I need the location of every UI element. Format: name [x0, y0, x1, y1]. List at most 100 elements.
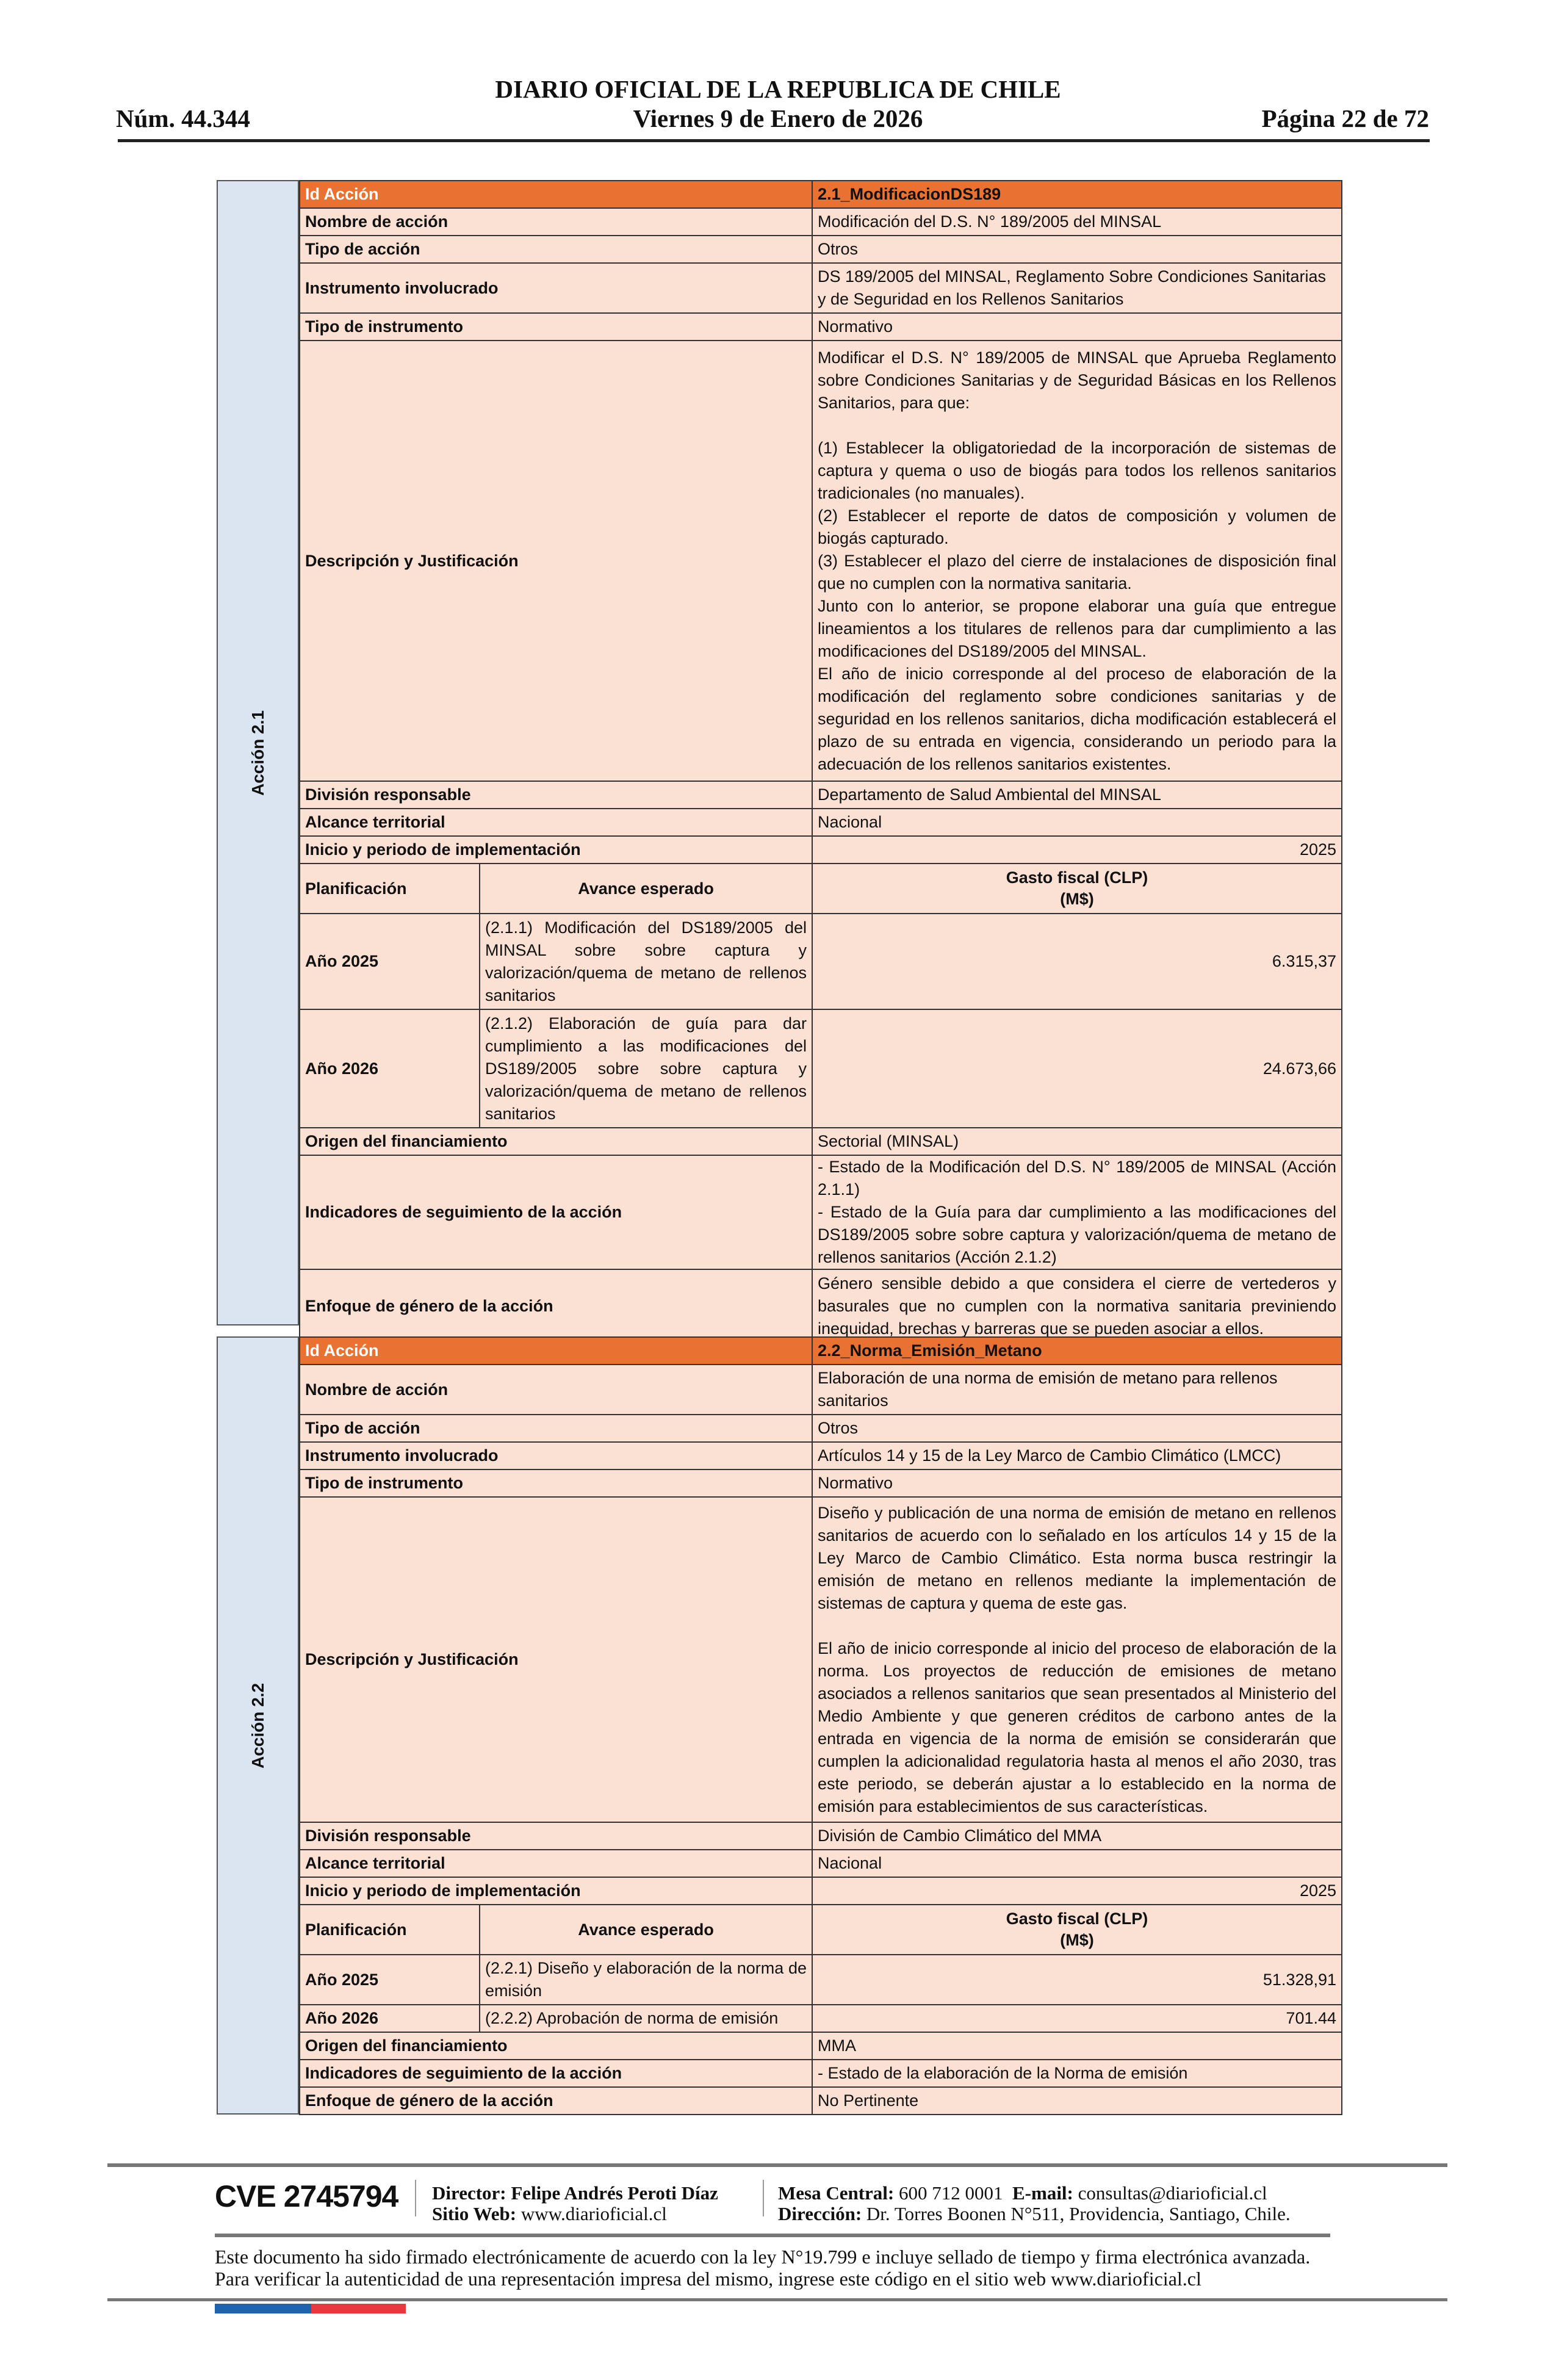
- website-label: Sitio Web:: [432, 2203, 517, 2224]
- fiscal-cost-value: 24.673,66: [812, 1009, 1343, 1128]
- phone-number: 600 712 0001: [899, 2182, 1003, 2204]
- row-value: Normativo: [812, 312, 1343, 341]
- table-row-inicio-y-periodo-de-implementacion: Inicio y periodo de implementación 2025: [298, 1877, 1343, 1905]
- table-row-inicio-y-periodo-de-implementacion: Inicio y periodo de implementación 2025: [298, 835, 1343, 864]
- issue-number: Núm. 44.344: [116, 104, 250, 132]
- row-value: Género sensible debido a que considera e…: [812, 1269, 1343, 1343]
- header-rule: [118, 139, 1430, 142]
- action-block-2-2: Acción 2.2 Id Acción 2.2_Norma_Emisión_Me…: [217, 1336, 1343, 2115]
- flag-stripe-blue: [215, 2304, 311, 2313]
- row-label: Id Acción: [298, 1336, 813, 1365]
- row-label: División responsable: [298, 781, 813, 809]
- column-header: Gasto fiscal (CLP) (M$): [812, 1904, 1343, 1955]
- table-row-ano-2026: Año 2026 (2.2.2) Aprobación de norma de e…: [299, 2004, 1343, 2033]
- row-label: Nombre de acción: [298, 1364, 813, 1415]
- row-label: Instrumento involucrado: [298, 262, 813, 314]
- table-row-nombre-de-accion: Nombre de acción Modificación del D.S. N°…: [298, 207, 1343, 236]
- table-row-division-responsable: División responsable División de Cambio C…: [298, 1822, 1343, 1850]
- table-row-descripcion-y-justificacion: Descripción y Justificación Modificar el …: [298, 340, 1343, 782]
- footer-rule: [107, 2163, 1447, 2167]
- publication-date: Viernes 9 de Enero de 2026: [633, 104, 923, 132]
- director-line: Director: Felipe Andrés Peroti Díaz: [432, 2182, 718, 2204]
- table-row-origen-del-financiamiento: Origen del financiamiento MMA: [298, 2032, 1343, 2060]
- row-label: Instrumento involucrado: [298, 1441, 813, 1470]
- row-value: División de Cambio Climático del MMA: [812, 1822, 1343, 1850]
- row-label: Descripción y Justificación: [298, 1496, 813, 1823]
- row-value: 2025: [812, 835, 1343, 864]
- row-label: Tipo de acción: [298, 1414, 813, 1443]
- row-value: Departamento de Salud Ambiental del MINS…: [812, 781, 1343, 809]
- column-header: Gasto fiscal (CLP) (M$): [812, 863, 1343, 914]
- table-row-enfoque-de-genero-de-la-accion: Enfoque de género de la acción Género sen…: [298, 1269, 1343, 1343]
- row-value: 2025: [812, 1877, 1343, 1905]
- legal-notice: Este documento ha sido firmado electróni…: [215, 2246, 1311, 2290]
- row-label: Enfoque de género de la acción: [298, 1269, 813, 1343]
- table-row-origen-del-financiamiento: Origen del financiamiento Sectorial (MINS…: [298, 1127, 1343, 1156]
- row-value: Diseño y publicación de una norma de emi…: [812, 1496, 1343, 1823]
- row-label: Origen del financiamiento: [298, 1127, 813, 1156]
- row-value: Nacional: [812, 1849, 1343, 1878]
- table-row-tipo-de-accion: Tipo de acción Otros: [298, 235, 1343, 264]
- row-label: Indicadores de seguimiento de la acción: [298, 1155, 813, 1270]
- row-label: Año 2025: [299, 913, 480, 1010]
- row-value: - Estado de la elaboración de la Norma d…: [812, 2059, 1343, 2088]
- row-label: Inicio y periodo de implementación: [298, 1877, 813, 1905]
- expected-progress: (2.1.1) Modificación del DS189/2005 del …: [478, 913, 813, 1010]
- fiscal-cost-value: 6.315,37: [812, 913, 1343, 1010]
- table-row-alcance-territorial: Alcance territorial Nacional: [298, 1849, 1343, 1878]
- email-link[interactable]: consultas@diarioficial.cl: [1078, 2182, 1267, 2204]
- table-row-tipo-de-instrumento: Tipo de instrumento Normativo: [298, 312, 1343, 341]
- table-row-id-accion: Id Acción 2.1_ModificacionDS189: [298, 180, 1343, 209]
- table-row-tipo-de-instrumento: Tipo de instrumento Normativo: [298, 1469, 1343, 1498]
- row-value: Modificación del D.S. N° 189/2005 del MI…: [812, 207, 1343, 236]
- page-number: Página 22 de 72: [1261, 104, 1430, 132]
- row-label: Id Acción: [298, 180, 813, 209]
- row-value: Otros: [812, 235, 1343, 264]
- row-label: Enfoque de género de la acción: [298, 2086, 813, 2115]
- row-value: Otros: [812, 1414, 1343, 1443]
- table-row-instrumento-involucrado: Instrumento involucrado Artículos 14 y 15…: [298, 1441, 1343, 1470]
- row-value: Nacional: [812, 808, 1343, 837]
- table-row-indicadores-de-seguimiento-de-la-accion: Indicadores de seguimiento de la acción -…: [298, 2059, 1343, 2088]
- flag-stripe-red: [311, 2304, 406, 2313]
- table-row-ano-2025: Año 2025 (2.1.1) Modificación del DS189/2…: [299, 913, 1343, 1010]
- row-value: DS 189/2005 del MINSAL, Reglamento Sobre…: [812, 262, 1343, 314]
- action-block-2-1: Acción 2.1 Id Acción 2.1_ModificacionDS18…: [217, 180, 1343, 1343]
- footer-rule: [215, 2234, 1330, 2237]
- row-value: 2.1_ModificacionDS189: [812, 180, 1343, 209]
- row-value: MMA: [812, 2032, 1343, 2060]
- action-side-label: Acción 2.2: [217, 1336, 299, 2115]
- row-label: Planificación: [299, 863, 480, 914]
- row-label: Año 2025: [299, 1954, 480, 2005]
- expected-progress: (2.1.2) Elaboración de guía para dar cum…: [478, 1009, 813, 1128]
- table-row-ano-2025: Año 2025 (2.2.1) Diseño y elaboración de …: [299, 1954, 1343, 2005]
- expected-progress: (2.2.2) Aprobación de norma de emisión: [478, 2004, 813, 2033]
- divider: [415, 2180, 416, 2216]
- row-label: Año 2026: [299, 1009, 480, 1128]
- row-value: 2.2_Norma_Emisión_Metano: [812, 1336, 1343, 1365]
- footer-rule: [107, 2298, 1447, 2301]
- row-label: División responsable: [298, 1822, 813, 1850]
- row-label: Planificación: [299, 1904, 480, 1955]
- row-value: Sectorial (MINSAL): [812, 1127, 1343, 1156]
- table-row-enfoque-de-genero-de-la-accion: Enfoque de género de la acción No Pertine…: [298, 2086, 1343, 2115]
- row-label: Tipo de acción: [298, 235, 813, 264]
- address-label: Dirección:: [778, 2203, 862, 2224]
- director-name: Felipe Andrés Peroti Díaz: [511, 2182, 718, 2204]
- side-label-text: Acción 2.2: [248, 1682, 267, 1769]
- column-header: Avance esperado: [478, 1904, 813, 1955]
- website-line: Sitio Web: www.diarioficial.cl: [432, 2203, 667, 2225]
- row-label: Indicadores de seguimiento de la acción: [298, 2059, 813, 2088]
- row-value: No Pertinente: [812, 2086, 1343, 2115]
- table-row-ano-2026: Año 2026 (2.1.2) Elaboración de guía para…: [299, 1009, 1343, 1128]
- row-label: Alcance territorial: [298, 1849, 813, 1878]
- action-table: Id Acción 2.1_ModificacionDS189 Nombre de …: [298, 180, 1343, 1343]
- fiscal-cost-value: 51.328,91: [812, 1954, 1343, 2005]
- phone-label: Mesa Central:: [778, 2182, 895, 2204]
- website-link[interactable]: www.diarioficial.cl: [520, 2203, 667, 2224]
- row-value: Normativo: [812, 1469, 1343, 1498]
- director-label: Director:: [432, 2182, 506, 2204]
- row-value: - Estado de la Modificación del D.S. N° …: [812, 1155, 1343, 1270]
- expected-progress: (2.2.1) Diseño y elaboración de la norma…: [478, 1954, 813, 2005]
- contact-line: Mesa Central: 600 712 0001 E-mail: consu…: [778, 2182, 1267, 2204]
